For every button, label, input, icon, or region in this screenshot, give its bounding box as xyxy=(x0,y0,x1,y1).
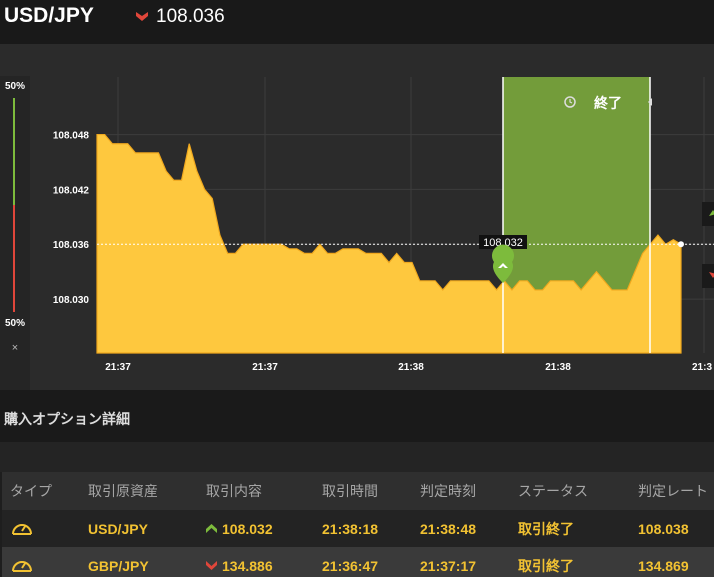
x-tick-label: 21:38 xyxy=(398,362,424,373)
price-area xyxy=(96,133,682,354)
down-arrow-icon xyxy=(206,561,217,570)
table-row[interactable]: GBP/JPY 134.886 21:36:47 21:37:17 取引終了 1… xyxy=(2,547,714,577)
speedometer-icon xyxy=(12,561,32,572)
status-cell: 取引終了 xyxy=(518,520,574,537)
marker-label: 108.032 xyxy=(483,237,523,249)
judge-time-cell: 21:38:48 xyxy=(420,520,477,537)
sentiment-gauge: 50% 50% × xyxy=(0,76,30,408)
detail-rate: 134.886 xyxy=(222,557,273,574)
table-row[interactable]: USD/JPY 108.032 21:38:18 21:38:48 取引終了 1… xyxy=(2,510,714,547)
collapse-icon[interactable] xyxy=(648,98,652,106)
gauge-bar xyxy=(13,98,15,312)
judge-rate-cell: 134.869 xyxy=(638,557,689,574)
top-bar: USD/JPY 108.036 xyxy=(0,0,714,44)
up-button[interactable] xyxy=(702,202,714,226)
period-label: 終了 xyxy=(564,95,652,111)
judge-time-cell: 21:37:17 xyxy=(420,557,477,574)
section-header: 購入オプション詳細 xyxy=(0,390,714,442)
detail-cell: 108.032 xyxy=(206,521,273,537)
type-cell xyxy=(10,554,34,577)
up-arrow-icon xyxy=(206,524,217,533)
clock-icon xyxy=(564,96,576,108)
col-judge-time: 判定時刻 xyxy=(420,483,476,499)
trade-time-cell: 21:36:47 xyxy=(322,557,379,574)
col-asset: 取引原資産 xyxy=(88,483,158,499)
type-cell xyxy=(10,517,34,540)
detail-cell: 134.886 xyxy=(206,558,273,574)
y-axis-labels: 108.048 108.042 108.036 108.030 xyxy=(53,131,90,307)
current-rate: 108.036 xyxy=(156,6,225,27)
col-type: タイプ xyxy=(10,483,52,499)
down-arrow-icon xyxy=(709,272,714,278)
asset-cell: GBP/JPY xyxy=(88,557,149,574)
currency-pair-title: USD/JPY xyxy=(4,4,94,27)
x-tick-label: 21:37 xyxy=(252,362,278,373)
x-tick-label: 21:38 xyxy=(545,362,571,373)
up-arrow-icon xyxy=(709,210,714,216)
gauge-top-percent: 50% xyxy=(4,81,25,92)
y-tick-label: 108.036 xyxy=(53,240,90,251)
col-detail: 取引内容 xyxy=(206,483,262,499)
section-spacer xyxy=(0,442,714,472)
current-rate-display: 108.036 xyxy=(136,6,225,28)
section-title: 購入オプション詳細 xyxy=(4,411,130,427)
x-tick-label: 21:37 xyxy=(105,362,131,373)
table-header-row: タイプ 取引原資産 取引内容 取引時間 判定時刻 ステータス 判定レート xyxy=(2,472,714,510)
y-tick-label: 108.048 xyxy=(53,131,90,142)
down-button[interactable] xyxy=(702,264,714,288)
marker-label-box xyxy=(479,235,527,249)
x-tick-label: 21:3 xyxy=(692,362,712,373)
y-tick-label: 108.042 xyxy=(53,185,90,196)
col-status: ステータス xyxy=(518,483,588,499)
asset-cell: USD/JPY xyxy=(88,520,148,537)
current-point xyxy=(678,241,684,248)
status-cell: 取引終了 xyxy=(518,557,574,574)
options-table: タイプ 取引原資産 取引内容 取引時間 判定時刻 ステータス 判定レート USD… xyxy=(2,472,714,577)
x-axis-labels: 21:37 21:37 21:38 21:38 21:3 xyxy=(105,362,712,373)
down-arrow-icon xyxy=(136,12,148,21)
y-tick-label: 108.030 xyxy=(53,295,90,306)
gauge-bottom-percent: 50% xyxy=(4,318,25,329)
col-time: 取引時間 xyxy=(322,483,378,499)
detail-rate: 108.032 xyxy=(222,520,273,537)
chart-panel: 108.048 108.042 108.036 108.030 21:37 21:37 2… xyxy=(0,44,714,408)
trade-time-cell: 21:38:18 xyxy=(322,520,379,537)
judge-rate-cell: 108.038 xyxy=(638,520,689,537)
period-end-text: 終了 xyxy=(594,95,622,111)
entry-marker: 108.032 xyxy=(479,235,527,283)
speedometer-icon xyxy=(12,524,32,535)
close-icon[interactable]: × xyxy=(11,342,19,354)
col-judge-rate: 判定レート xyxy=(638,483,708,499)
